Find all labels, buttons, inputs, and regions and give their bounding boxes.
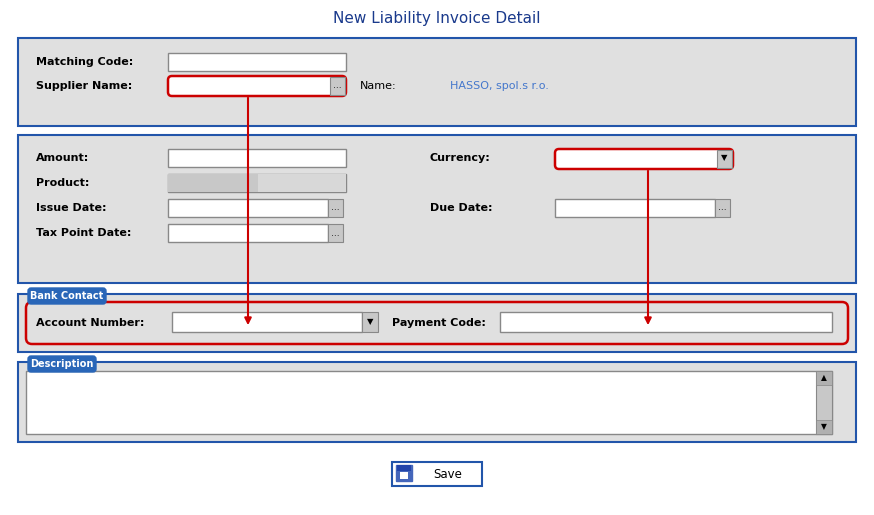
Bar (168, 149, 346, 167)
Bar (555, 199, 715, 217)
Bar (328, 199, 343, 217)
Text: ...: ... (330, 229, 339, 237)
Bar (168, 174, 346, 192)
Bar (717, 150, 732, 168)
Text: Currency:: Currency: (430, 153, 490, 163)
Text: Due Date:: Due Date: (430, 203, 493, 213)
Text: ...: ... (330, 203, 339, 213)
Bar (328, 224, 343, 242)
FancyBboxPatch shape (28, 356, 96, 372)
Bar (18, 38, 856, 126)
Text: Save: Save (434, 468, 462, 480)
Bar (18, 294, 856, 352)
Text: Tax Point Date:: Tax Point Date: (36, 228, 131, 238)
Bar (330, 77, 345, 95)
Text: HASSO, spol.s r.o.: HASSO, spol.s r.o. (450, 81, 549, 91)
Bar (397, 465, 411, 471)
Text: Matching Code:: Matching Code: (36, 57, 133, 67)
Bar (362, 312, 378, 332)
Bar (396, 465, 412, 481)
Bar (816, 420, 832, 434)
Text: ▲: ▲ (821, 373, 827, 383)
FancyBboxPatch shape (28, 288, 106, 304)
Bar (18, 362, 856, 442)
FancyBboxPatch shape (555, 149, 733, 169)
Text: Bank Contact: Bank Contact (31, 291, 104, 301)
Text: New Liability Invoice Detail: New Liability Invoice Detail (333, 10, 541, 26)
Bar (168, 224, 328, 242)
Text: Description: Description (31, 359, 94, 369)
Text: Supplier Name:: Supplier Name: (36, 81, 132, 91)
Bar (400, 472, 408, 479)
Bar (26, 371, 832, 434)
Text: ▼: ▼ (367, 318, 373, 327)
Bar (258, 174, 346, 192)
Bar (816, 371, 832, 434)
Text: Product:: Product: (36, 178, 89, 188)
Bar (392, 462, 482, 486)
Text: ...: ... (333, 81, 342, 91)
Bar (168, 53, 346, 71)
Text: Amount:: Amount: (36, 153, 89, 163)
FancyBboxPatch shape (26, 302, 848, 344)
Bar (168, 199, 328, 217)
Text: ▼: ▼ (721, 153, 727, 163)
Text: Account Number:: Account Number: (36, 318, 144, 328)
Bar (500, 312, 832, 332)
Text: Payment Code:: Payment Code: (392, 318, 486, 328)
Text: Name:: Name: (360, 81, 397, 91)
Bar (168, 174, 258, 192)
Bar (18, 135, 856, 283)
FancyBboxPatch shape (168, 76, 346, 96)
Text: ...: ... (718, 203, 726, 213)
Bar (172, 312, 362, 332)
Text: Issue Date:: Issue Date: (36, 203, 107, 213)
Bar (816, 371, 832, 385)
Text: ▼: ▼ (821, 422, 827, 432)
Bar (715, 199, 730, 217)
